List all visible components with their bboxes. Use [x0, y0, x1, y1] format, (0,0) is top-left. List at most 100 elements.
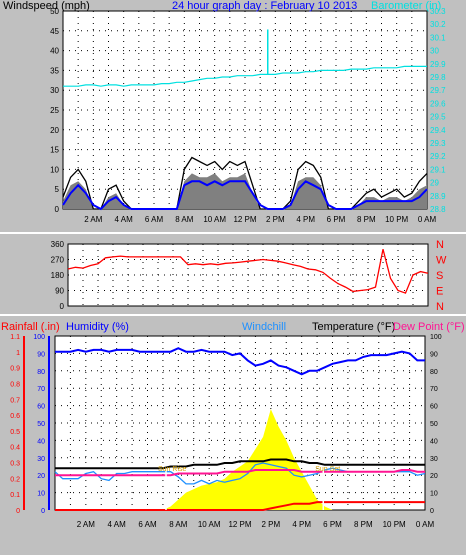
wind-tick-label: 25	[50, 106, 59, 115]
dewpoint-line	[55, 469, 425, 477]
temperature-time-label: 2 PM	[261, 520, 280, 529]
gust-line	[62, 156, 428, 210]
wind-time-label: 0 AM	[418, 215, 437, 224]
compass-label: N	[436, 301, 444, 313]
barometer-line	[63, 65, 427, 87]
humidity-axis-label: Humidity (%)	[66, 321, 129, 333]
rain-tick-label: 0.5	[10, 429, 20, 436]
barometer-tick-label: 29.5	[430, 113, 446, 122]
humidity-line	[55, 347, 425, 376]
temperature-axis-label: Temperature (°F)	[312, 321, 395, 333]
wind-tick-label: 0	[55, 205, 60, 214]
wind-time-label: 4 AM	[115, 215, 134, 224]
direction-tick-label: 360	[51, 240, 65, 249]
humidity-tick-label: 0	[41, 508, 45, 515]
temperature-tick-label: 90	[430, 351, 438, 358]
barometer-tick-label: 29.7	[430, 86, 446, 95]
wind-tick-label: 40	[50, 47, 59, 56]
wind-tick-label: 45	[50, 27, 59, 36]
humidity-tick-label: 60	[37, 404, 45, 411]
humidity-tick-label: 100	[33, 334, 45, 341]
rain-tick-label: 1.1	[10, 334, 20, 341]
barometer-tick-label: 30.2	[430, 20, 446, 29]
barometer-tick-label: 29.6	[430, 99, 446, 108]
compass-label: S	[436, 270, 443, 282]
barometer-tick-label: 29	[430, 179, 439, 188]
wind-tick-label: 50	[50, 7, 59, 16]
rain-line	[55, 501, 425, 511]
rain-tick-label: 0.2	[10, 476, 20, 483]
humidity-tick-label: 50	[37, 421, 45, 428]
temperature-tick-label: 60	[430, 404, 438, 411]
dewpoint-axis-label: Dew Point (°F)	[393, 321, 465, 333]
wind-tick-label: 5	[55, 185, 60, 194]
wind-time-label: 10 AM	[203, 215, 226, 224]
temperature-time-label: 6 AM	[138, 520, 157, 529]
wind-axis-label: Windspeed (mph)	[3, 0, 90, 12]
humidity-tick-label: 90	[37, 351, 45, 358]
wind-tick-label: 20	[50, 126, 59, 135]
humidity-tick-label: 70	[37, 386, 45, 393]
temperature-time-label: 2 AM	[77, 520, 96, 529]
barometer-tick-label: 29.4	[430, 126, 446, 135]
wind-time-label: 6 PM	[327, 215, 346, 224]
barometer-tick-label: 29.3	[430, 139, 446, 148]
rain-tick-label: 0.1	[10, 492, 20, 499]
barometer-tick-label: 29.9	[430, 60, 446, 69]
solar-area	[55, 409, 425, 510]
rain-tick-label: 0.7	[10, 397, 20, 404]
barometer-tick-label: 30.3	[430, 7, 446, 16]
humidity-tick-label: 30	[37, 456, 45, 463]
humidity-tick-label: 20	[37, 473, 45, 480]
rain-tick-label: 0.8	[10, 381, 20, 388]
rainfall-axis-label: Rainfall (.in)	[1, 321, 60, 333]
compass-label: E	[436, 286, 443, 298]
temperature-time-label: 4 PM	[292, 520, 311, 529]
temperature-time-label: 10 PM	[383, 520, 406, 529]
temperature-tick-label: 20	[430, 473, 438, 480]
chart-title: 24 hour graph day : February 10 2013	[172, 0, 357, 12]
temperature-time-label: 8 PM	[354, 520, 373, 529]
rain-tick-label: 0.6	[10, 413, 20, 420]
compass-label: W	[436, 255, 447, 267]
wind-time-label: 10 PM	[385, 215, 408, 224]
barometer-tick-label: 30	[430, 47, 439, 56]
direction-tick-label: 90	[55, 287, 64, 296]
barometer-axis-label: Barometer (in)	[371, 0, 441, 12]
humidity-tick-label: 40	[37, 438, 45, 445]
temperature-time-label: 8 AM	[169, 520, 188, 529]
barometer-tick-label: 28.9	[430, 192, 446, 201]
humidity-tick-label: 80	[37, 369, 45, 376]
barometer-tick-label: 29.2	[430, 152, 446, 161]
wind-time-label: 2 AM	[84, 215, 103, 224]
sun-marker-label: Sun Set	[315, 466, 340, 473]
wind-time-label: 8 AM	[175, 215, 194, 224]
rain-tick-label: 1	[16, 350, 20, 357]
wind-time-label: 2 PM	[266, 215, 285, 224]
direction-tick-label: 270	[51, 256, 65, 265]
direction-line	[67, 249, 429, 294]
rain-tick-label: 0.4	[10, 445, 20, 452]
humidity-tick-label: 10	[37, 491, 45, 498]
temperature-time-label: 6 PM	[323, 520, 342, 529]
wind-area	[63, 173, 427, 209]
temperature-time-label: 12 PM	[228, 520, 251, 529]
temperature-tick-label: 10	[430, 491, 438, 498]
wind-average-line	[62, 180, 428, 211]
wind-time-label: 8 PM	[357, 215, 376, 224]
temperature-time-label: 0 AM	[416, 520, 435, 529]
windchill-axis-label: Windchill	[242, 321, 286, 333]
rain-tick-label: 0	[16, 508, 20, 515]
direction-tick-label: 0	[60, 302, 65, 311]
temperature-tick-label: 0	[430, 508, 434, 515]
wind-tick-label: 30	[50, 86, 59, 95]
temperature-tick-label: 100	[430, 334, 442, 341]
temperature-tick-label: 70	[430, 386, 438, 393]
rain-tick-label: 0.9	[10, 366, 20, 373]
sun-marker-label: Sun Rise	[158, 466, 187, 473]
wind-time-label: 6 AM	[145, 215, 164, 224]
rain-tick-label: 0.3	[10, 461, 20, 468]
barometer-tick-label: 29.1	[430, 165, 446, 174]
wind-tick-label: 15	[50, 146, 59, 155]
